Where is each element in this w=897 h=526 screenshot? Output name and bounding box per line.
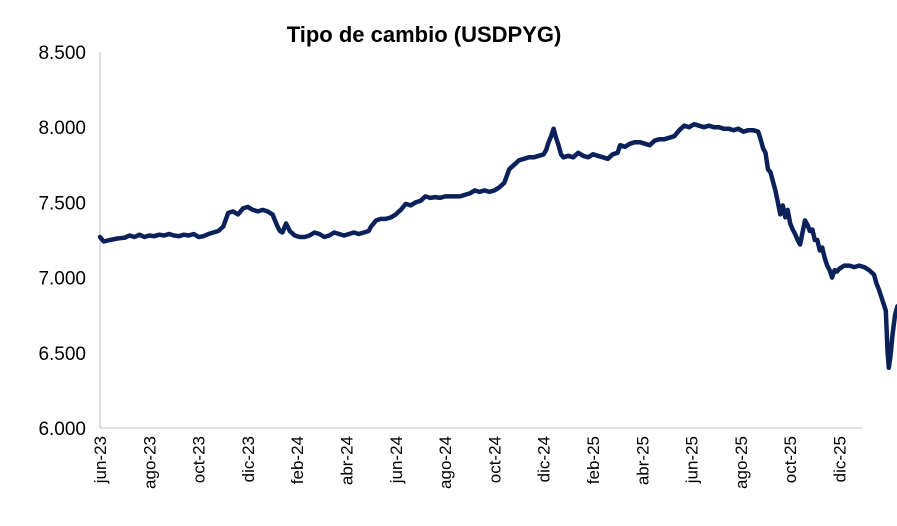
- y-tick-label: 8.500: [38, 43, 86, 64]
- x-tick-label: abr-24: [338, 436, 357, 485]
- x-tick-label: dic-24: [535, 436, 554, 482]
- x-tick-label: jun-25: [683, 436, 702, 484]
- x-tick-label: oct-25: [781, 436, 800, 483]
- x-tick-label: jun-24: [387, 436, 406, 484]
- chart-title: Tipo de cambio (USDPYG): [286, 22, 562, 47]
- x-tick-label: abr-25: [633, 436, 652, 485]
- x-tick-label: oct-24: [485, 436, 504, 483]
- y-tick-labels: 6.000 6.500 7.000 7.500 8.000 8.500: [38, 43, 86, 440]
- x-tick-label: oct-23: [190, 436, 209, 483]
- x-tick-label: feb-25: [584, 436, 603, 484]
- x-tick-label: dic-25: [831, 436, 850, 482]
- x-tick-label: jun-23: [91, 436, 110, 484]
- x-tick-label: ago-23: [140, 436, 159, 489]
- x-tick-label: feb-24: [288, 436, 307, 484]
- x-tick-labels: jun-23 ago-23 oct-23 dic-23 feb-24 abr-24 jun-…: [91, 436, 850, 489]
- y-tick-label: 7.500: [38, 193, 86, 214]
- x-tick-label: dic-23: [239, 436, 258, 482]
- y-tick-label: 6.500: [38, 344, 86, 365]
- x-tick-label: ago-24: [436, 436, 455, 489]
- y-tick-label: 8.000: [38, 118, 86, 139]
- series-line-usdpyg: [97, 121, 897, 371]
- x-tick-label: ago-25: [732, 436, 751, 489]
- y-tick-label: 7.000: [38, 269, 86, 290]
- y-tick-label: 6.000: [38, 419, 86, 440]
